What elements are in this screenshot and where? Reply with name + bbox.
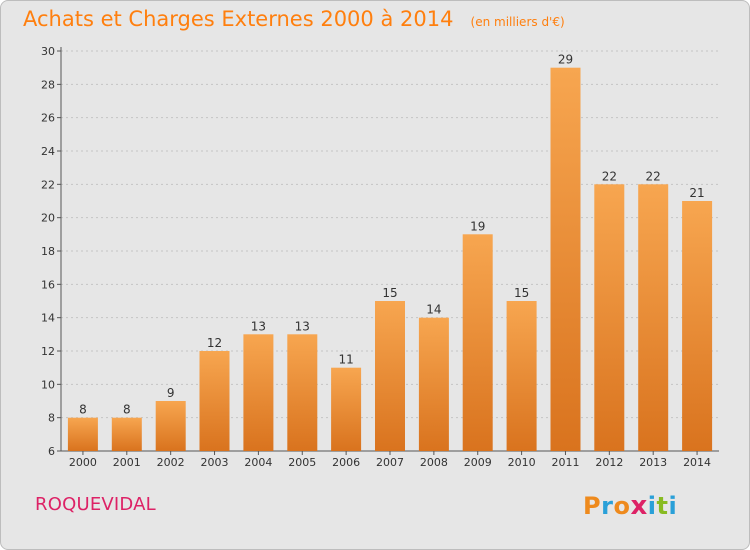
y-tick-label: 28: [41, 78, 55, 91]
y-tick-label: 10: [41, 378, 55, 391]
x-tick-label-2008: 2008: [420, 456, 448, 469]
x-tick-label-2002: 2002: [157, 456, 185, 469]
data-label-2009: 19: [470, 219, 485, 233]
y-tick-label: 18: [41, 245, 55, 258]
x-tick-label-2005: 2005: [288, 456, 316, 469]
y-tick-label: 8: [48, 412, 55, 425]
x-tick-label-2006: 2006: [332, 456, 360, 469]
data-labels: 8 8 9 12 13 13 11 15 14 19 15 29 22 22 21: [79, 53, 705, 417]
bar-2007: [375, 301, 405, 451]
data-label-2007: 15: [382, 286, 397, 300]
bar-2006: [331, 367, 362, 451]
data-label-2013: 22: [646, 169, 661, 183]
x-tick-label-2000: 2000: [69, 456, 97, 469]
data-label-2014: 21: [689, 186, 704, 200]
proxiti-logo: Proxiti: [583, 491, 677, 521]
bar-2013: [638, 184, 669, 452]
data-label-2006: 11: [338, 353, 353, 367]
chart-title-main: Achats et Charges Externes 2000 à 2014: [23, 7, 454, 31]
y-tick-label: 26: [41, 112, 55, 125]
x-tick-label-2011: 2011: [551, 456, 579, 469]
y-tick-label: 14: [41, 312, 55, 325]
x-tick-label-2009: 2009: [464, 456, 492, 469]
logo-letter: x: [630, 491, 648, 521]
logo-letter: r: [601, 492, 614, 520]
y-tick-label: 24: [41, 145, 55, 158]
x-tick-label-2004: 2004: [244, 456, 272, 469]
data-label-2012: 22: [602, 169, 617, 183]
logo-letter: t: [656, 492, 669, 520]
y-tick-label: 30: [41, 45, 55, 58]
x-tick-label-2012: 2012: [595, 456, 623, 469]
logo-letter: P: [583, 492, 602, 520]
bar-2010: [506, 301, 537, 451]
y-tick-label: 12: [41, 345, 55, 358]
y-tick-label: 22: [41, 178, 55, 191]
bar-2005: [287, 334, 318, 451]
data-label-2010: 15: [514, 286, 529, 300]
data-label-2004: 13: [251, 319, 266, 333]
logo-letter: i: [647, 492, 657, 520]
x-tick-label-2013: 2013: [639, 456, 667, 469]
bar-2001: [111, 417, 142, 451]
bars: [67, 67, 713, 452]
x-tick-label-2003: 2003: [201, 456, 229, 469]
bar-2004: [243, 334, 274, 451]
bar-2008: [418, 317, 449, 451]
y-tick-label: 20: [41, 212, 55, 225]
logo-letter: i: [668, 492, 678, 520]
bar-2002: [155, 401, 186, 451]
bar-2014: [682, 201, 713, 451]
data-label-2008: 14: [426, 303, 441, 317]
data-label-2002: 9: [167, 386, 175, 400]
x-tick-label-2010: 2010: [508, 456, 536, 469]
x-tick-label-2014: 2014: [683, 456, 711, 469]
chart-subtitle: (en milliers d'€): [470, 15, 565, 29]
x-tick-label-2001: 2001: [113, 456, 141, 469]
bar-2012: [594, 184, 625, 452]
y-tick-label: 6: [48, 445, 55, 458]
data-label-2011: 29: [558, 53, 573, 67]
data-label-2000: 8: [79, 403, 87, 417]
bar-2003: [199, 351, 230, 451]
logo-letter: o: [613, 492, 631, 520]
data-label-2003: 12: [207, 336, 222, 350]
data-label-2001: 8: [123, 403, 131, 417]
data-label-2005: 13: [295, 319, 310, 333]
x-tick-label-2007: 2007: [376, 456, 404, 469]
chart-title: Achats et Charges Externes 2000 à 2014 (…: [23, 7, 565, 31]
bar-2000: [67, 417, 98, 451]
bar-2011: [550, 67, 581, 451]
bar-2009: [462, 234, 493, 451]
commune-name: ROQUEVIDAL: [35, 494, 156, 515]
y-tick-label: 16: [41, 278, 55, 291]
